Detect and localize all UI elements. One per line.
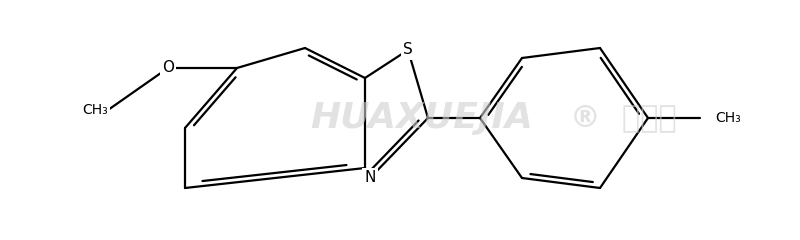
- Text: ®  化学加: ® 化学加: [570, 103, 677, 132]
- Text: N: N: [364, 170, 376, 186]
- Text: CH₃: CH₃: [82, 103, 108, 117]
- Text: O: O: [162, 60, 174, 76]
- Text: HUAXUEJIA: HUAXUEJIA: [310, 101, 533, 135]
- Text: S: S: [403, 42, 413, 58]
- Text: CH₃: CH₃: [715, 111, 741, 125]
